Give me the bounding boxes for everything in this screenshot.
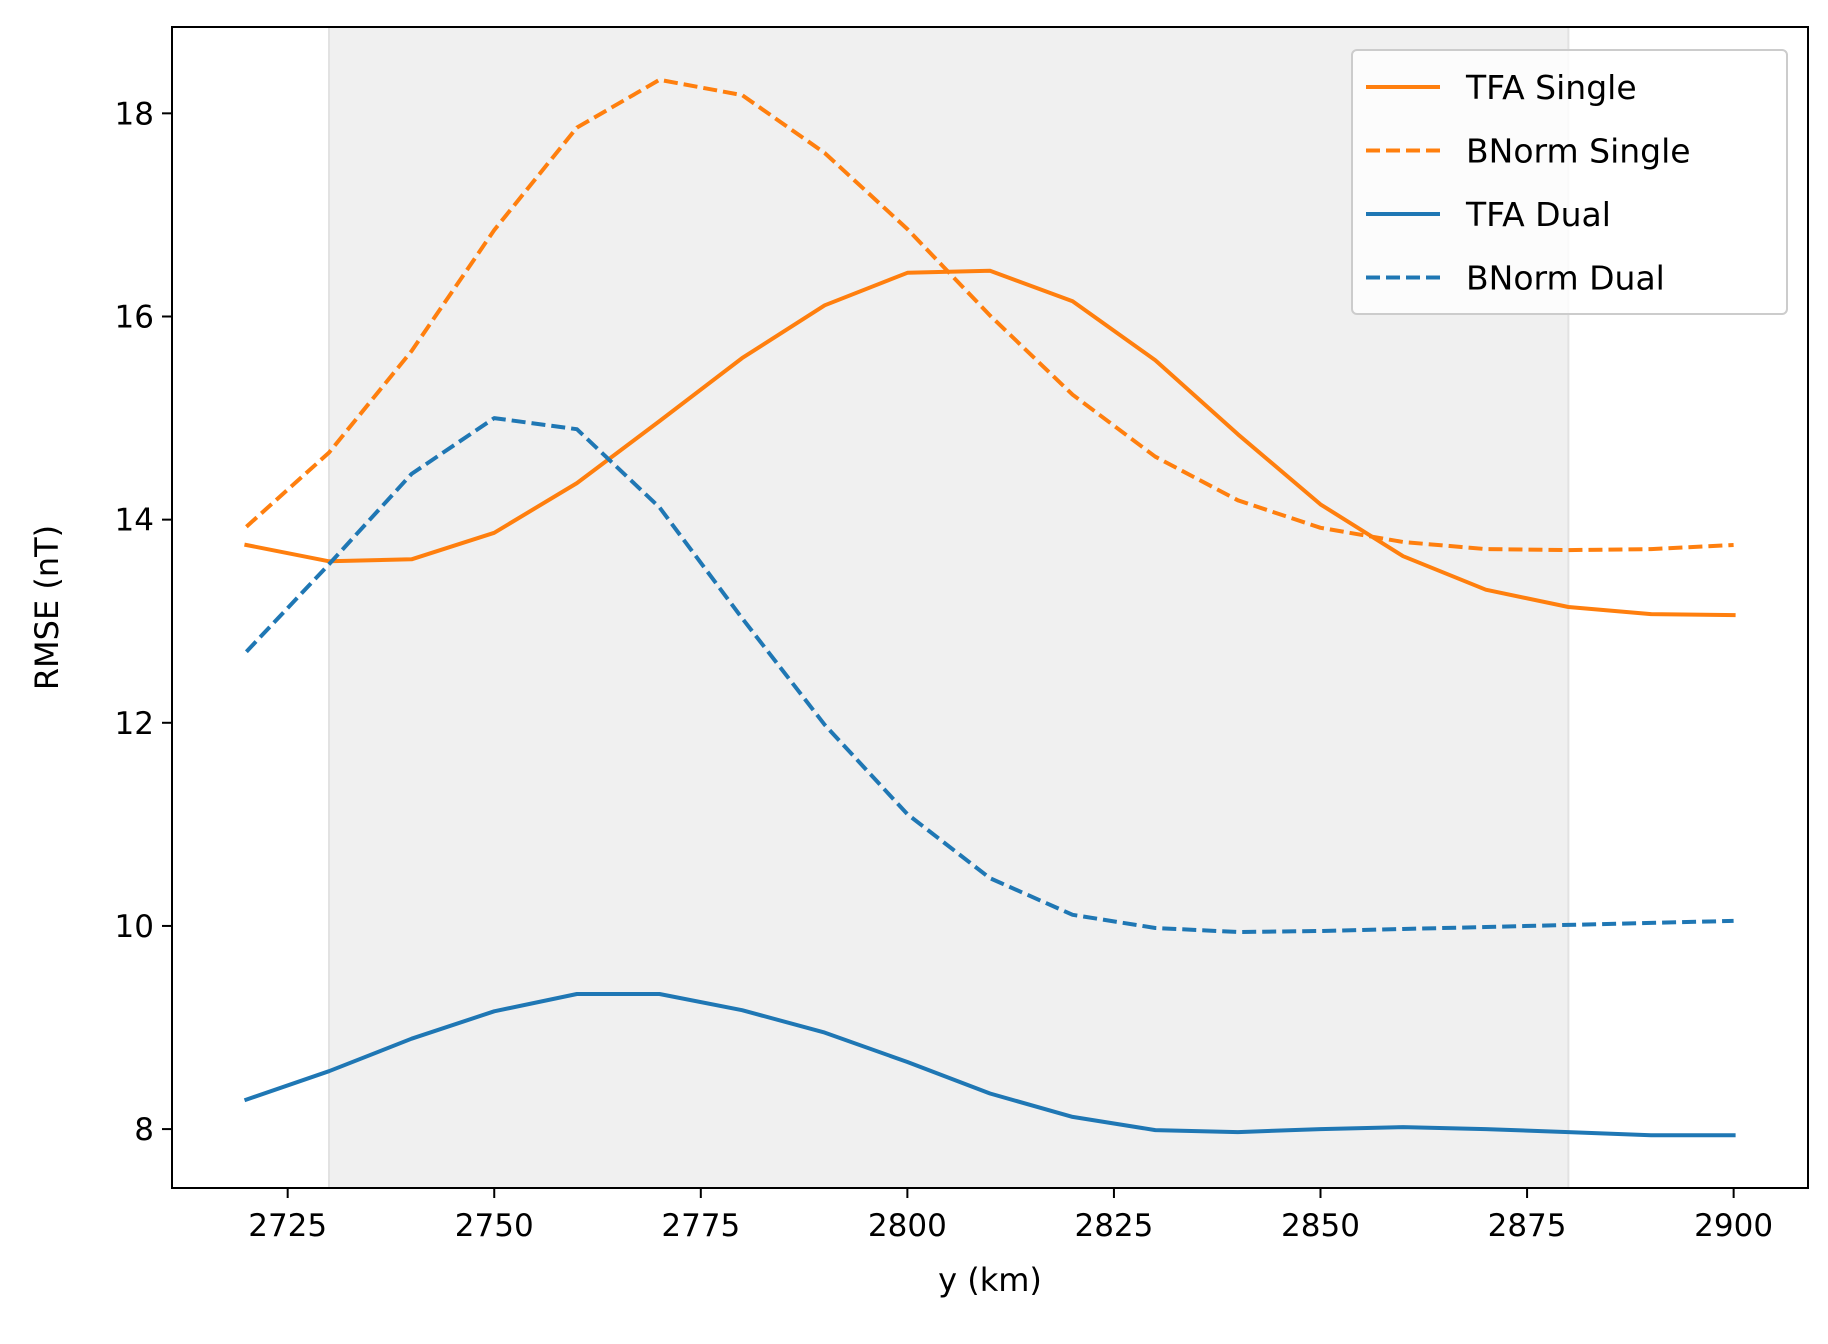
series-line-bnorm-single [245, 77, 1734, 553]
series-line-tfa-single [244, 268, 1736, 618]
legend-box [1351, 49, 1788, 315]
y-axis: 8 10 12 14 16 18 [115, 96, 172, 1148]
x-tick-label: 2800 [868, 1208, 947, 1244]
y-tick-label: 12 [115, 706, 154, 742]
series-line-bnorm-dual [244, 416, 1734, 934]
y-tick-label: 10 [115, 909, 154, 945]
x-axis: 2725 2750 2775 2800 2825 2850 2875 2900 [248, 1188, 1773, 1244]
legend-label: BNorm Dual [1466, 259, 1665, 298]
axes-frame [171, 26, 1809, 1189]
y-tick-label: 16 [115, 299, 154, 335]
series-line-tfa-dual [243, 992, 1736, 1138]
y-tick-label: 18 [115, 96, 154, 132]
x-tick-label: 2775 [661, 1208, 740, 1244]
series-layer [243, 77, 1736, 1138]
x-tick-label: 2825 [1074, 1208, 1153, 1244]
legend-label: BNorm Single [1466, 132, 1691, 171]
x-tick-label: 2875 [1488, 1208, 1567, 1244]
x-tick-label: 2900 [1694, 1208, 1773, 1244]
x-tick-label: 2750 [455, 1208, 534, 1244]
legend: TFA Single BNorm Single TFA Dual BNorm Dual [1351, 49, 1788, 315]
y-tick-label: 8 [134, 1112, 154, 1148]
legend-label: TFA Single [1465, 68, 1637, 107]
y-axis-label: RMSE (nT) [28, 525, 66, 690]
x-tick-label: 2725 [248, 1208, 327, 1244]
x-axis-label: y (km) [938, 1261, 1042, 1299]
y-tick-label: 14 [115, 503, 154, 539]
x-tick-label: 2850 [1281, 1208, 1360, 1244]
legend-label: TFA Dual [1465, 195, 1611, 234]
